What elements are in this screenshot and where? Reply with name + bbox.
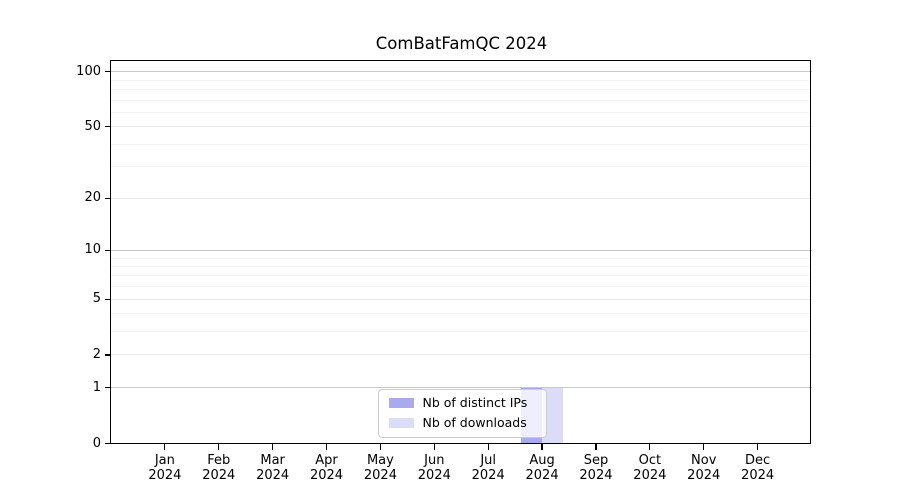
x-tick-label-apr: Apr 2024 — [309, 452, 344, 483]
legend-label-downloads: Nb of downloads — [422, 415, 527, 431]
x-tick-label-feb: Feb 2024 — [202, 452, 236, 483]
legend-entry-downloads: Nb of downloads — [388, 415, 538, 433]
y-tick-5 — [105, 298, 111, 300]
y-tick-label-1: 1 — [92, 379, 101, 395]
x-tick-jan — [164, 444, 166, 450]
gridline-major-100 — [111, 71, 812, 73]
y-tick-label-10: 10 — [84, 242, 101, 258]
x-tick-aug — [541, 444, 543, 450]
x-tick-sep — [595, 444, 597, 450]
y-tick-100 — [105, 71, 111, 73]
y-tick-label-2: 2 — [92, 346, 101, 362]
x-tick-may — [379, 444, 381, 450]
gridline-minor-9 — [111, 257, 812, 259]
gridline-major-1 — [111, 387, 812, 389]
gridline-minor-4 — [111, 313, 812, 315]
x-tick-jun — [433, 444, 435, 450]
gridline-minor-6 — [111, 286, 812, 288]
gridline-minor-60 — [111, 111, 812, 113]
gridline-minor-7 — [111, 275, 812, 277]
gridline-major-50 — [111, 126, 812, 128]
x-tick-label-may: May 2024 — [363, 452, 397, 483]
x-tick-jul — [487, 444, 489, 450]
gridline-major-2 — [111, 354, 812, 356]
x-tick-label-dec: Dec 2024 — [741, 452, 775, 483]
x-tick-label-jun: Jun 2024 — [417, 452, 451, 483]
x-tick-dec — [757, 444, 759, 450]
y-tick-label-100: 100 — [76, 63, 101, 79]
gridline-minor-8 — [111, 265, 812, 267]
x-tick-oct — [649, 444, 651, 450]
x-tick-label-jan: Jan 2024 — [148, 452, 182, 483]
x-tick-apr — [325, 444, 328, 450]
x-tick-nov — [703, 444, 705, 450]
legend-swatch-downloads — [388, 418, 414, 429]
y-tick-50 — [105, 126, 111, 128]
x-tick-label-jul: Jul 2024 — [471, 452, 505, 483]
x-tick-feb — [218, 444, 220, 450]
y-tick-label-20: 20 — [84, 190, 101, 206]
gridline-minor-30 — [111, 166, 812, 168]
gridline-minor-3 — [111, 331, 812, 333]
chart-title: ComBatFamQC 2024 — [375, 34, 548, 53]
gridline-minor-70 — [111, 99, 812, 101]
y-tick-label-50: 50 — [84, 118, 101, 134]
x-tick-label-oct: Oct 2024 — [633, 452, 667, 483]
legend-swatch-distinct-ips — [388, 398, 414, 409]
gridline-minor-80 — [111, 88, 812, 90]
x-tick-label-sep: Sep 2024 — [579, 452, 613, 483]
y-tick-20 — [105, 197, 111, 199]
y-tick-2 — [105, 354, 111, 356]
gridline-minor-90 — [111, 79, 812, 81]
y-tick-1 — [105, 387, 111, 389]
y-tick-10 — [105, 249, 111, 251]
x-tick-mar — [272, 444, 274, 450]
gridline-major-10 — [111, 249, 812, 251]
legend-entry-distinct-ips: Nb of distinct IPs — [388, 395, 538, 413]
gridline-major-20 — [111, 197, 812, 199]
gridline-major-5 — [111, 298, 812, 300]
x-tick-label-nov: Nov 2024 — [687, 452, 721, 483]
y-tick-0 — [105, 442, 111, 445]
legend: Nb of distinct IPs Nb of downloads — [377, 388, 547, 438]
x-tick-label-aug: Aug 2024 — [525, 452, 559, 483]
plot-border — [110, 59, 811, 444]
y-tick-label-0: 0 — [92, 435, 101, 451]
y-tick-label-5: 5 — [92, 291, 101, 307]
x-tick-label-mar: Mar 2024 — [256, 452, 290, 483]
bar-nb-of-downloads-aug — [542, 387, 564, 444]
legend-label-distinct-ips: Nb of distinct IPs — [422, 395, 528, 411]
gridline-minor-40 — [111, 143, 812, 145]
